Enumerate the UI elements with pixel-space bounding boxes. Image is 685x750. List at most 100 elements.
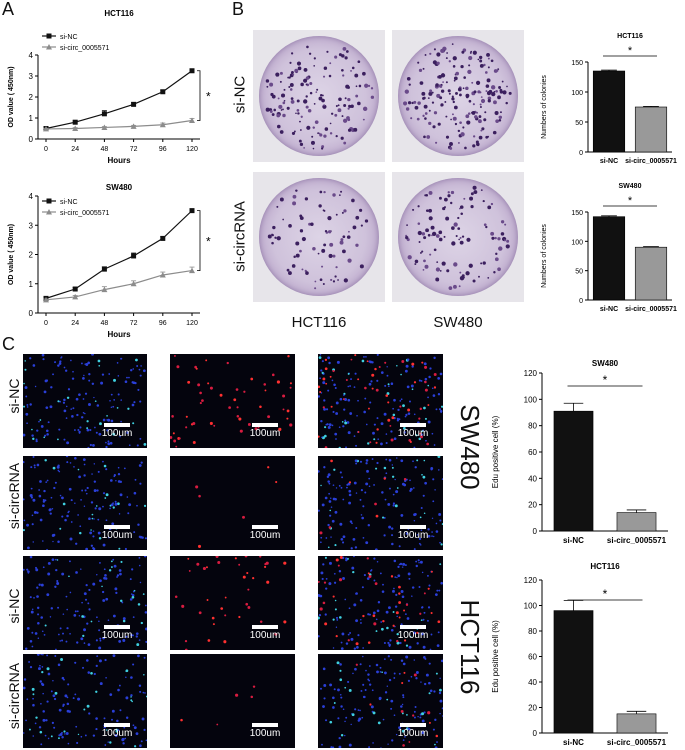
data-point <box>72 119 78 125</box>
legend-label: si-NC <box>60 199 78 206</box>
y-tick-label: 2 <box>29 93 34 102</box>
edu-image-hct116-si-circrna-merge: 100um <box>318 654 443 748</box>
legend-marker <box>46 33 52 39</box>
data-point <box>131 253 137 259</box>
y-axis-label: Numbers of colonies <box>541 75 548 139</box>
category-label: si-circ_0005571 <box>607 738 667 747</box>
data-point <box>72 286 78 292</box>
significance-marker: * <box>206 235 211 249</box>
category-label: si-NC <box>563 738 584 747</box>
edu-image-sw480-si-nc-merge: 100um <box>318 354 443 448</box>
edu-image-hct116-si-nc-dapi: 100um <box>23 556 147 650</box>
y-axis-label: Numbers of colonies <box>541 224 548 288</box>
significance-marker: * <box>628 45 633 57</box>
x-tick-label: 120 <box>186 320 198 327</box>
chart-title: HCT116 <box>590 562 620 571</box>
y-axis-label: OD value ( 450nm) <box>8 66 15 127</box>
legend-marker <box>46 44 52 50</box>
category-label: si-circ_0005571 <box>625 306 677 313</box>
data-point <box>101 124 108 130</box>
y-tick-label: 0 <box>579 298 583 305</box>
edu-image-hct116-si-circrna-dapi: 100um <box>23 654 147 748</box>
y-tick-label: 60 <box>528 448 537 457</box>
x-tick-label: 0 <box>44 320 48 327</box>
y-tick-label: 4 <box>29 51 34 60</box>
data-point <box>72 293 79 300</box>
edu-image-sw480-si-circrna-merge: 100um <box>318 456 443 550</box>
y-tick-label: 4 <box>29 192 34 201</box>
data-point <box>130 280 137 287</box>
y-tick-label: 100 <box>524 602 538 611</box>
y-tick-label: 50 <box>575 120 583 127</box>
x-tick-label: 96 <box>159 320 167 327</box>
chart-title: HCT116 <box>617 33 643 40</box>
significance-marker: * <box>206 90 211 104</box>
data-point <box>131 101 137 107</box>
panel-label-b: B <box>232 0 245 19</box>
x-tick-label: 72 <box>130 146 138 153</box>
row-label-c-si-nc-2: si-NC <box>6 588 22 624</box>
legend-label: si-circ_0005571 <box>60 45 110 52</box>
x-tick-label: 48 <box>101 320 109 327</box>
edu-image-sw480-si-nc-edu: 100um <box>170 354 295 448</box>
y-axis-label: OD value ( 450nm) <box>8 224 15 285</box>
bar <box>592 70 626 153</box>
edu-image-sw480-si-circrna-edu: 100um <box>170 456 295 550</box>
x-tick-label: 24 <box>71 146 79 153</box>
category-label: si-circ_0005571 <box>607 536 667 545</box>
line-chart-sw480: SW480 0 1 2 3 4 0 24 48 72 96 120 Hours OD value ( 45… <box>8 183 211 339</box>
significance-marker: * <box>603 373 608 387</box>
significance-marker: * <box>628 195 633 207</box>
y-tick-label: 3 <box>29 72 34 81</box>
y-tick-label: 80 <box>528 422 537 431</box>
bar <box>553 410 594 532</box>
col-label-sw480: SW480 <box>433 314 483 331</box>
x-tick-label: 120 <box>186 146 198 153</box>
colony-dish-hct116-si-circrna <box>253 172 385 302</box>
row-label-b-si-nc: si-NC <box>231 75 249 114</box>
bar-chart-edu-hct116: HCT116 0 20 40 60 80 100 120 si-NC si-circ_000557… <box>491 562 668 747</box>
line-chart-hct116: HCT116 0 1 2 3 4 0 24 48 72 96 120 Hours OD value ( 4… <box>8 9 211 165</box>
significance-bracket <box>197 70 201 121</box>
edu-image-sw480-si-circrna-dapi: 100um <box>23 456 147 550</box>
row-label-c-si-nc-1: si-NC <box>6 378 22 414</box>
data-point <box>43 296 49 303</box>
chart-title: SW480 <box>619 183 642 190</box>
y-tick-label: 3 <box>29 221 34 230</box>
y-tick-label: 120 <box>524 369 538 378</box>
y-tick-label: 100 <box>571 239 583 246</box>
y-tick-label: 100 <box>571 90 583 97</box>
category-label: si-circ_0005571 <box>625 158 677 165</box>
chart-title: SW480 <box>592 359 619 368</box>
data-point <box>189 68 195 74</box>
y-axis-label: Edu positive cell (%) <box>491 620 500 693</box>
y-tick-label: 0 <box>533 729 538 738</box>
data-point <box>159 121 166 128</box>
y-tick-label: 80 <box>528 627 537 636</box>
row-label-c-si-circrna-1: si-circRNA <box>6 462 22 530</box>
y-tick-label: 0 <box>579 150 583 157</box>
legend-label: si-NC <box>60 34 78 41</box>
y-tick-label: 100 <box>524 395 538 404</box>
data-point <box>43 125 49 132</box>
x-axis-label: Hours <box>107 330 131 339</box>
bar-chart-colonies-hct116: HCT116 0 50 100 150 si-NC si-circ_0005571 * Numb… <box>541 33 677 165</box>
x-tick-label: 0 <box>44 146 48 153</box>
colony-dish-sw480-si-nc <box>392 30 524 162</box>
col-label-hct116: HCT116 <box>291 314 347 331</box>
significance-marker: * <box>603 587 608 601</box>
y-tick-label: 0 <box>29 309 34 318</box>
legend-marker <box>46 209 52 215</box>
data-point <box>160 89 166 95</box>
data-point <box>189 208 195 214</box>
x-tick-label: 24 <box>71 320 79 327</box>
edu-image-hct116-si-nc-edu: 100um <box>170 556 295 650</box>
edu-image-sw480-si-nc-dapi: 100um <box>23 354 147 448</box>
data-point <box>130 123 137 129</box>
series-line <box>45 119 193 130</box>
y-tick-label: 40 <box>528 678 537 687</box>
bar-chart-edu-sw480: SW480 0 20 40 60 80 100 120 si-NC si-circ_0005571… <box>491 359 668 545</box>
category-label: si-NC <box>600 158 618 165</box>
y-axis-label: Edu positive cell (%) <box>491 415 500 488</box>
y-tick-label: 0 <box>533 527 538 536</box>
